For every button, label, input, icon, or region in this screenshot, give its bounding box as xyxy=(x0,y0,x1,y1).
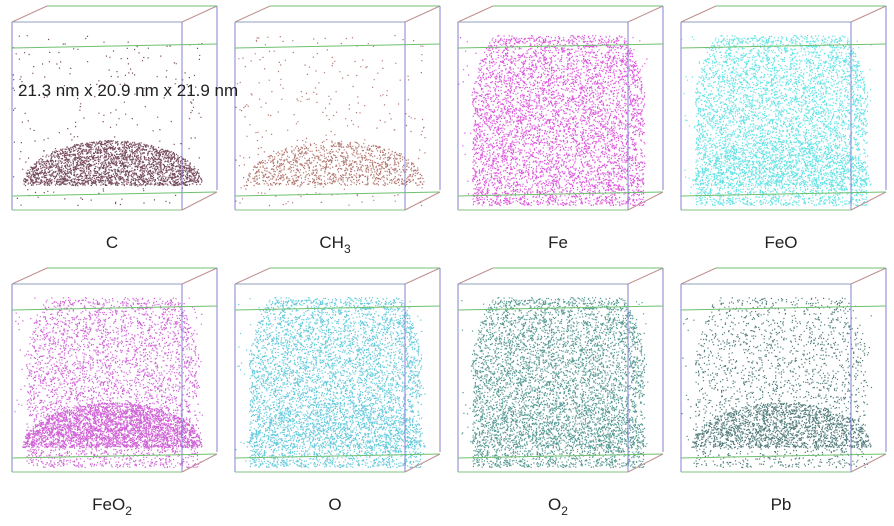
panel-label: C xyxy=(106,233,118,252)
box-edge xyxy=(11,305,218,311)
box-edge xyxy=(850,5,887,23)
label-text: O xyxy=(328,495,341,514)
box-edge xyxy=(11,453,218,459)
box-edge xyxy=(457,5,494,23)
box-edge xyxy=(627,267,664,285)
box-edge xyxy=(11,267,48,285)
label-subscript: 2 xyxy=(125,504,132,518)
panel-label: Fe xyxy=(548,233,568,252)
label-text: O xyxy=(548,495,561,514)
box-edge xyxy=(457,267,494,285)
box-edge xyxy=(850,191,887,211)
label-subscript: 2 xyxy=(561,504,568,518)
box-edge xyxy=(850,267,887,285)
atom-cloud xyxy=(14,297,203,469)
box-edge xyxy=(404,267,441,285)
box-edge xyxy=(680,43,887,49)
box-edge xyxy=(181,453,218,473)
atom-cloud xyxy=(235,297,426,469)
box-edge xyxy=(181,191,218,211)
box-edge xyxy=(11,191,218,197)
panel-label: O2 xyxy=(548,495,568,518)
point-clouds xyxy=(12,35,873,469)
box-edge xyxy=(850,453,887,473)
box-edge xyxy=(457,453,664,459)
box-edge xyxy=(181,5,218,23)
box-edge xyxy=(627,453,664,473)
label-text: Fe xyxy=(548,233,568,252)
panel-label: CH3 xyxy=(319,233,351,256)
box-edge xyxy=(457,43,664,49)
atom-cloud xyxy=(458,35,648,207)
box-edge xyxy=(234,453,441,459)
atom-cloud xyxy=(681,35,872,207)
panel-label: FeO2 xyxy=(92,495,132,518)
label-text: Pb xyxy=(771,495,792,514)
box-edge xyxy=(234,191,441,197)
panel-label: Pb xyxy=(771,495,792,514)
box-edge xyxy=(680,305,887,311)
box-edge xyxy=(404,191,441,211)
atom-cloud xyxy=(461,297,649,469)
box-edge xyxy=(11,43,218,49)
atom-cloud xyxy=(12,35,203,206)
label-text: C xyxy=(106,233,118,252)
atom-cloud xyxy=(681,297,873,469)
atom-cloud xyxy=(235,35,426,207)
box-edge xyxy=(404,5,441,23)
label-subscript: 3 xyxy=(344,242,351,256)
box-edge xyxy=(404,453,441,473)
box-edge xyxy=(234,43,441,49)
label-text: FeO xyxy=(764,233,797,252)
box-edge xyxy=(457,305,664,311)
box-edge xyxy=(234,305,441,311)
box-edge xyxy=(181,267,218,285)
box-edge xyxy=(234,267,271,285)
label-text: CH xyxy=(319,233,344,252)
boxes xyxy=(11,5,887,473)
label-text: FeO xyxy=(92,495,125,514)
box-edge xyxy=(11,5,48,23)
box-edge xyxy=(680,267,717,285)
box-edge xyxy=(627,5,664,23)
box-edge xyxy=(680,453,887,459)
box-edge xyxy=(627,191,664,211)
box-edge xyxy=(457,191,664,197)
panel-label: FeO xyxy=(764,233,797,252)
box-edge xyxy=(234,5,271,23)
box-edge xyxy=(680,5,717,23)
panel-label: O xyxy=(328,495,341,514)
dimensions-label: 21.3 nm x 20.9 nm x 21.9 nm xyxy=(18,81,238,100)
box-edge xyxy=(680,191,887,197)
